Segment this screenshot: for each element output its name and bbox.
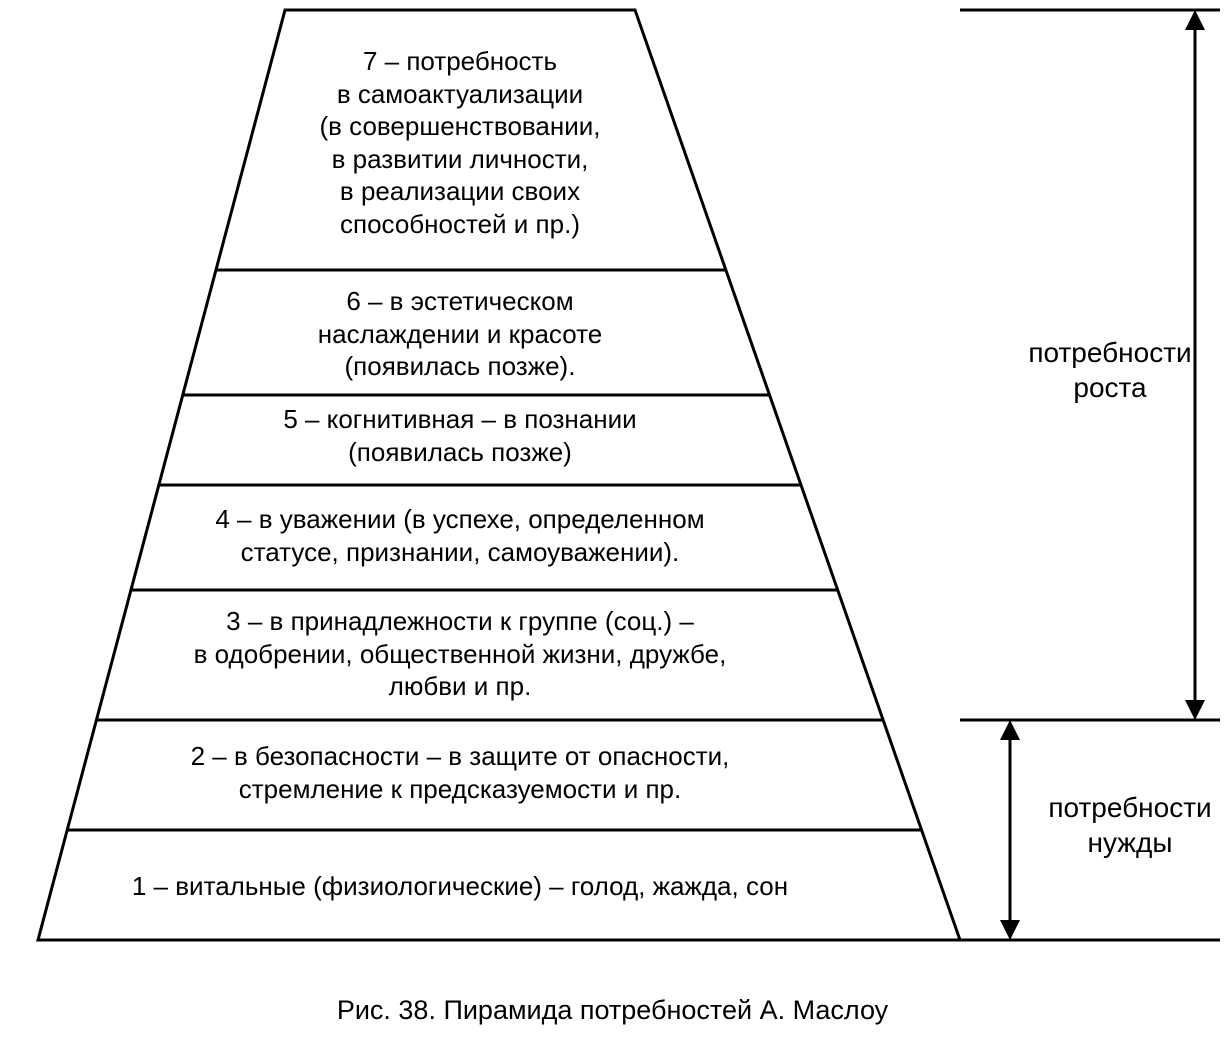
level-2-text: 2 – в безопасности – в защите от опаснос… (71, 740, 850, 805)
level-5-text: 5 – когнитивная – в познании(появилась п… (174, 403, 746, 468)
level-4-text: 4 – в уважении (в успехе, определенномст… (143, 503, 776, 568)
level-6-text: 6 – в эстетическомнаслаждении и красоте(… (210, 285, 709, 383)
level-7-text: 7 – потребностьв самоактуализации(в сове… (284, 45, 636, 240)
level-1-text: 1 – витальные (физиологические) – голод,… (31, 870, 890, 903)
bracket-label-growth: потребностироста (1010, 335, 1210, 405)
bracket-label-deficiency: потребностинужды (1035, 790, 1225, 860)
level-3-text: 3 – в принадлежности к группе (соц.) –в … (112, 605, 808, 703)
figure-caption: Рис. 38. Пирамида потребностей А. Маслоу (0, 995, 1225, 1026)
